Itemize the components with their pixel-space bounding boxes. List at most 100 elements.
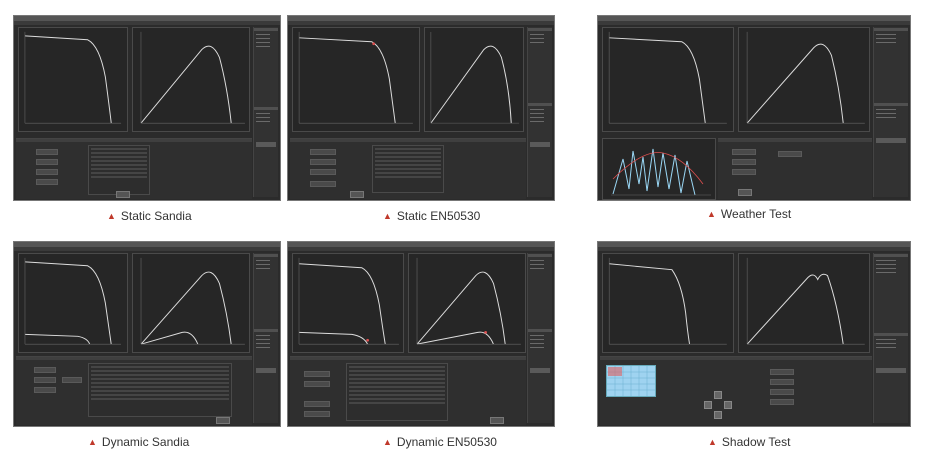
setting-field[interactable] — [732, 169, 756, 175]
window-titlebar — [288, 242, 554, 247]
iv-curve — [24, 31, 122, 124]
caption-shadow-test: ▲ Shadow Test — [708, 435, 791, 449]
right-side-panel — [873, 253, 908, 423]
right-side-panel — [253, 27, 278, 197]
window-titlebar — [598, 242, 910, 247]
pv-curve — [416, 257, 521, 345]
start-button[interactable] — [876, 368, 906, 373]
setting-field[interactable] — [770, 399, 794, 405]
setting-field[interactable] — [304, 401, 330, 407]
right-side-panel — [873, 27, 908, 197]
panel-dynamic-sandia — [13, 241, 281, 427]
setting-field[interactable] — [732, 159, 756, 165]
tab-bar[interactable] — [14, 247, 280, 251]
iv-curve — [298, 31, 413, 124]
setting-field[interactable] — [732, 149, 756, 155]
pv-curve — [430, 31, 520, 124]
ok-button[interactable] — [490, 417, 504, 424]
setting-field[interactable] — [304, 411, 330, 417]
ok-button[interactable] — [738, 189, 752, 196]
tab-bar[interactable] — [598, 247, 910, 251]
pv-curve-plot — [132, 253, 250, 353]
right-side-panel — [527, 27, 552, 197]
arrow-up-icon[interactable] — [714, 391, 722, 399]
panel-static-en50530 — [287, 15, 555, 201]
iv-curve-plot — [602, 27, 734, 132]
setting-field[interactable] — [36, 169, 58, 175]
setting-field[interactable] — [310, 169, 336, 175]
arrow-down-icon[interactable] — [714, 411, 722, 419]
arrow-right-icon[interactable] — [724, 401, 732, 409]
settings-area — [290, 138, 526, 199]
triangle-up-icon: ▲ — [708, 437, 717, 447]
iv-curve-plot — [292, 253, 404, 353]
pv-curve — [746, 31, 865, 124]
tab-bar[interactable] — [598, 21, 910, 25]
iv-curve-plot — [602, 253, 734, 353]
sequence-table — [346, 363, 448, 421]
start-button[interactable] — [876, 138, 906, 143]
irradiance-profile — [611, 148, 711, 196]
setting-field[interactable] — [62, 377, 82, 383]
pv-curve-plot — [738, 27, 870, 132]
pv-curve-plot — [424, 27, 524, 132]
arrow-left-icon[interactable] — [704, 401, 712, 409]
pv-curve-plot — [132, 27, 250, 132]
settings-area — [600, 356, 872, 425]
setting-field[interactable] — [310, 149, 336, 155]
start-button[interactable] — [530, 368, 550, 373]
caption-weather-test: ▲ Weather Test — [707, 207, 792, 221]
setting-field[interactable] — [770, 369, 794, 375]
setting-field[interactable] — [770, 379, 794, 385]
window-titlebar — [14, 16, 280, 21]
iv-curve-plot — [18, 27, 128, 132]
start-button[interactable] — [256, 368, 276, 373]
start-button[interactable] — [256, 142, 276, 147]
irradiance-profile-chart — [602, 138, 716, 200]
window-titlebar — [598, 16, 910, 21]
ok-button[interactable] — [116, 191, 130, 198]
setting-field[interactable] — [778, 151, 802, 157]
setting-field[interactable] — [34, 387, 56, 393]
settings-area — [16, 138, 252, 199]
setting-field[interactable] — [36, 149, 58, 155]
pv-curve — [140, 257, 245, 345]
results-table — [88, 145, 150, 195]
iv-curve — [608, 31, 727, 124]
shading-cell-grid[interactable] — [606, 365, 656, 397]
start-button[interactable] — [530, 142, 550, 147]
shading-cells — [607, 366, 655, 396]
setting-field[interactable] — [304, 371, 330, 377]
settings-area — [16, 356, 252, 425]
iv-curve-plot — [18, 253, 128, 353]
ok-button[interactable] — [216, 417, 230, 424]
triangle-up-icon: ▲ — [383, 437, 392, 447]
setting-field[interactable] — [34, 377, 56, 383]
triangle-up-icon: ▲ — [88, 437, 97, 447]
setting-field[interactable] — [770, 389, 794, 395]
caption-dynamic-en50530: ▲ Dynamic EN50530 — [383, 435, 497, 449]
ok-button[interactable] — [350, 191, 364, 198]
setting-field[interactable] — [36, 159, 58, 165]
caption-static-en50530: ▲ Static EN50530 — [383, 209, 481, 223]
panel-static-sandia — [13, 15, 281, 201]
setting-field[interactable] — [36, 179, 58, 185]
setting-field[interactable] — [34, 367, 56, 373]
tab-bar[interactable] — [288, 247, 554, 251]
iv-curve — [24, 257, 122, 345]
triangle-up-icon: ▲ — [383, 211, 392, 221]
caption-dynamic-sandia: ▲ Dynamic Sandia — [88, 435, 190, 449]
results-table — [372, 145, 444, 193]
iv-curve — [608, 257, 727, 345]
pv-curve — [746, 257, 865, 345]
settings-area — [290, 356, 526, 425]
iv-curve — [298, 257, 399, 345]
setting-field[interactable] — [310, 159, 336, 165]
setting-field[interactable] — [304, 381, 330, 387]
window-titlebar — [288, 16, 554, 21]
panel-dynamic-en50530 — [287, 241, 555, 427]
tab-bar[interactable] — [288, 21, 554, 25]
triangle-up-icon: ▲ — [707, 209, 716, 219]
tab-bar[interactable] — [14, 21, 280, 25]
setting-field[interactable] — [310, 181, 336, 187]
